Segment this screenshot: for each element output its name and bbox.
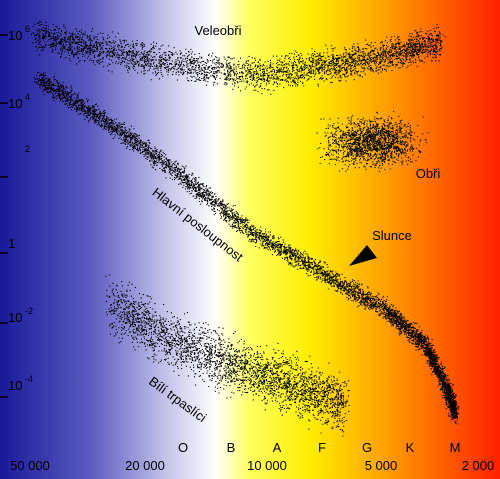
spectral-class: A: [273, 440, 282, 455]
temperature-label: 50 000: [10, 458, 50, 473]
luminosity-exponent: 4: [25, 92, 30, 102]
spectral-class: B: [227, 440, 236, 455]
luminosity-base: 1: [8, 236, 15, 251]
luminosity-base: 10: [8, 378, 22, 393]
temperature-label: 5 000: [365, 458, 398, 473]
luminosity-base: 10: [8, 310, 22, 325]
temperature-label: 10 000: [247, 458, 287, 473]
luminosity-base: 10: [8, 28, 22, 43]
luminosity-exponent: 2: [25, 144, 30, 154]
white-dwarf-stars: [105, 274, 350, 437]
supergiant-stars: [31, 20, 447, 95]
luminosity-base: 10: [8, 96, 22, 111]
main-sequence-stars: [33, 71, 460, 425]
sun-label: Slunce: [372, 228, 412, 243]
temperature-label: 2 000: [462, 458, 495, 473]
spectral-class: O: [178, 440, 188, 455]
spectral-class: M: [450, 440, 461, 455]
spectral-class: K: [406, 440, 415, 455]
spectral-class: G: [362, 440, 372, 455]
giant-stars: [316, 111, 429, 172]
supergiants-label: Veleobři: [195, 23, 242, 38]
sun-arrow: [349, 245, 377, 266]
star-clouds: [31, 20, 460, 437]
temperature-labels: 50 000 20 000 10 000 5 000 2 000: [10, 458, 494, 473]
giants-label: Obři: [416, 166, 441, 181]
luminosity-exponent: -4: [25, 374, 33, 384]
spectral-class: F: [318, 440, 326, 455]
luminosity-exponent: -2: [25, 306, 33, 316]
luminosity-exponent: 6: [25, 24, 30, 34]
temperature-label: 20 000: [125, 458, 165, 473]
axis-ticks: [0, 34, 8, 398]
